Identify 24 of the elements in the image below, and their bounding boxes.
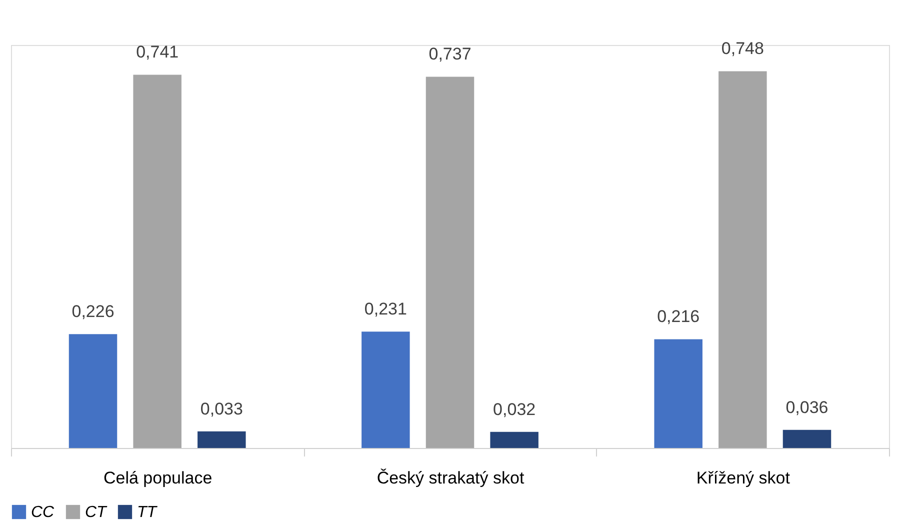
legend-label: CC [31,504,55,521]
data-label: 0,033 [200,399,243,418]
x-tick-label: Křížený skot [696,468,790,488]
data-label: 0,231 [364,300,407,319]
bar [782,430,832,448]
bar [68,334,118,448]
legend-label: TT [137,504,158,521]
data-label: 0,737 [428,44,472,64]
data-label: 0,741 [136,42,179,62]
bar [133,74,182,448]
data-label: 0,032 [493,400,536,419]
data-label: 0,216 [657,307,700,326]
bar [718,71,767,448]
x-tick-label: Český strakatý skot [376,468,524,488]
bar [362,332,410,448]
data-label: 0,748 [721,39,764,58]
data-label: 0,036 [786,398,828,417]
bar [490,432,538,448]
legend-label: CT [85,504,108,521]
bar [426,76,474,448]
data-label: 0,226 [72,302,114,322]
bar [654,339,702,448]
bar [198,431,246,448]
x-tick-label: Celá populace [103,468,212,488]
